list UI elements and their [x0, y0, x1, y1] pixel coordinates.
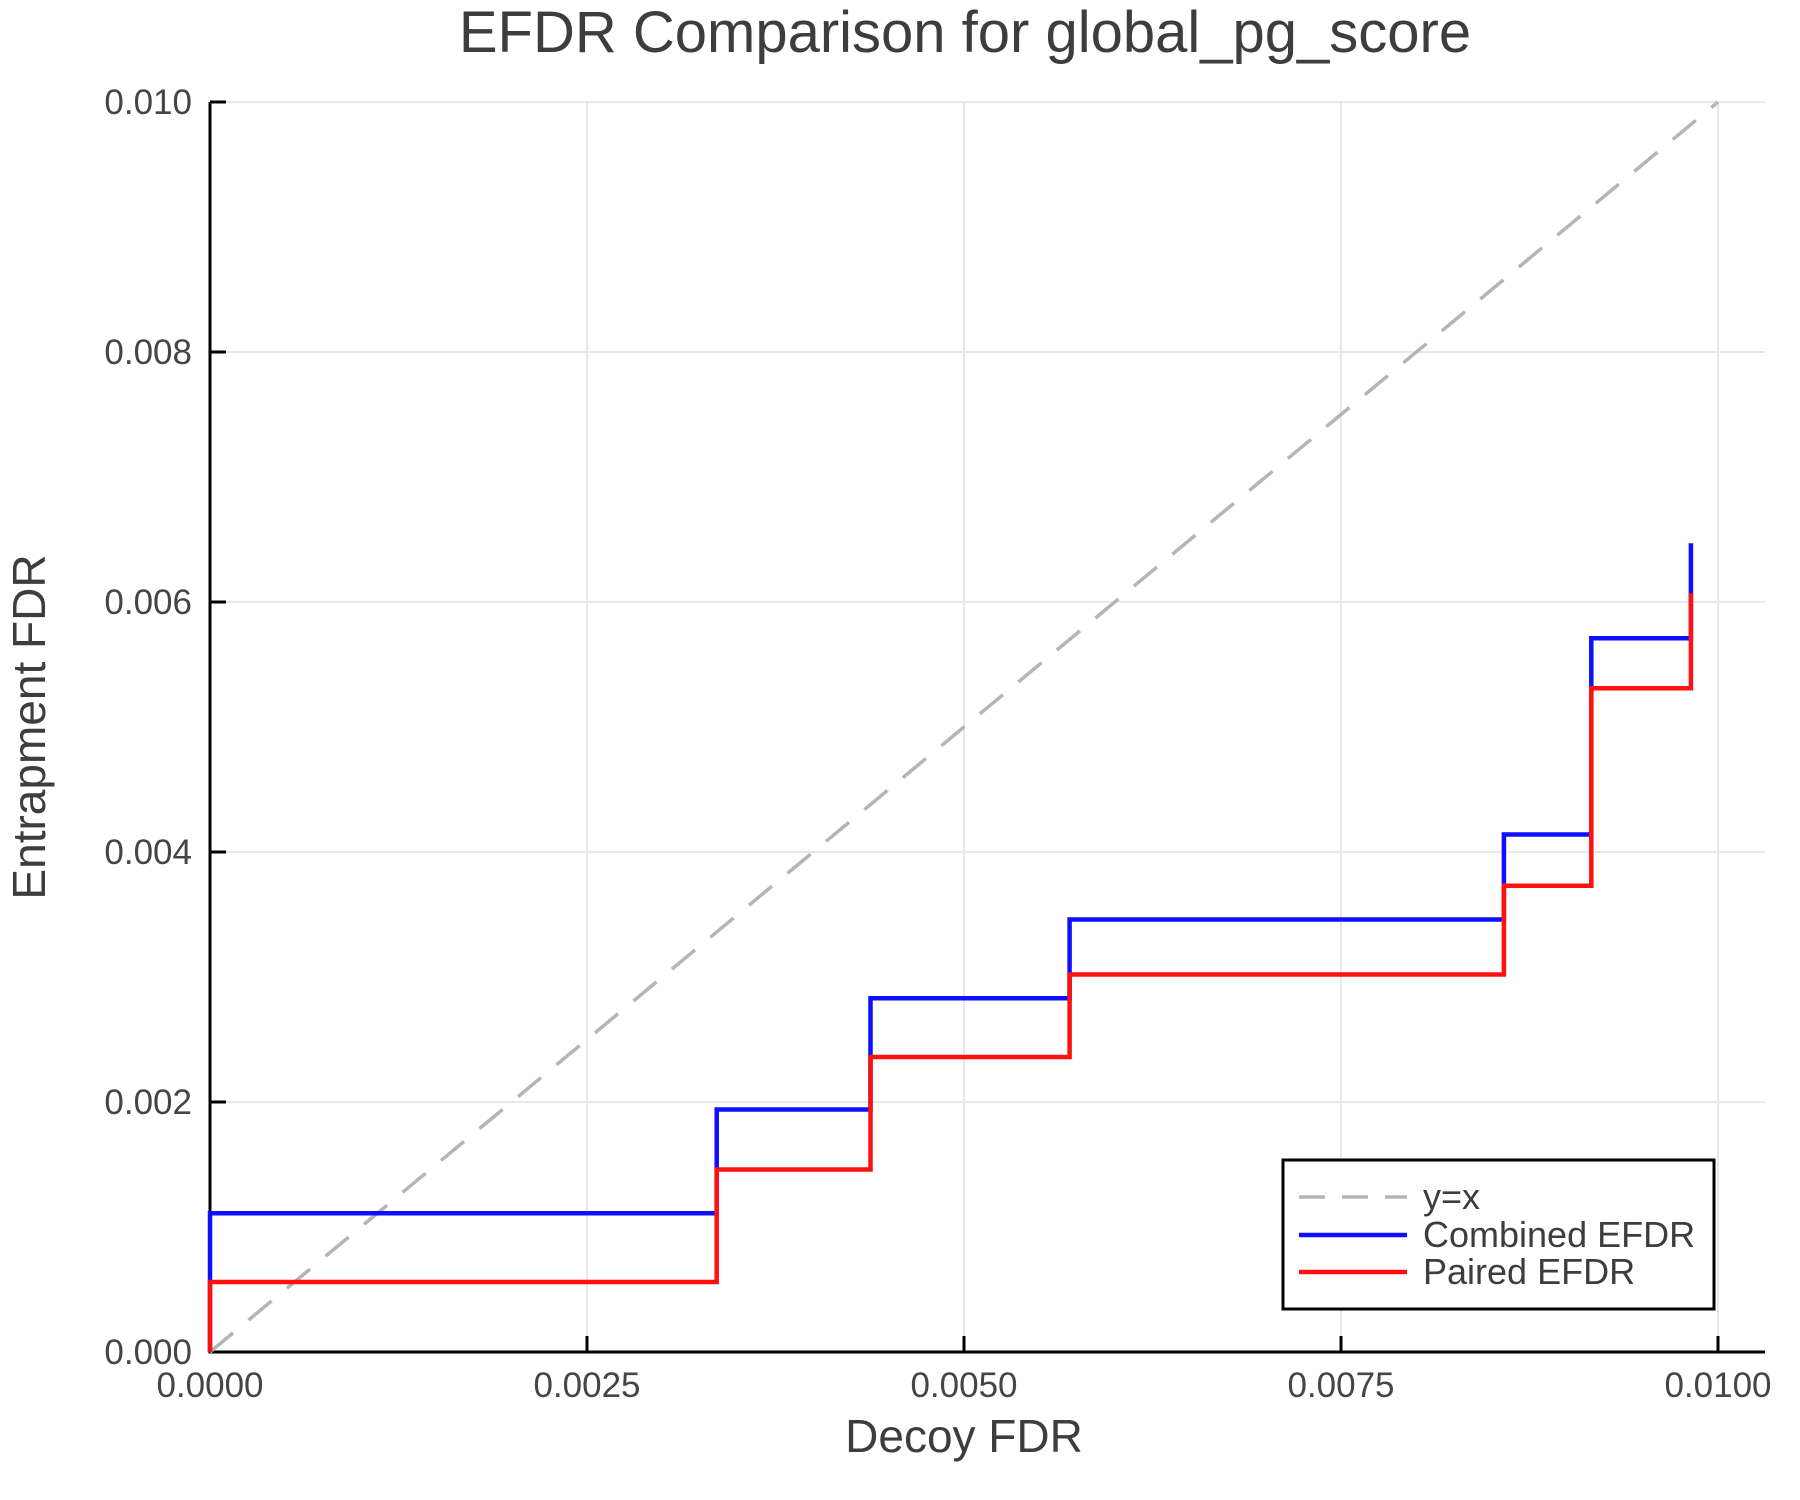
y-axis-label: Entrapment FDR	[3, 554, 55, 899]
x-axis-label: Decoy FDR	[845, 1410, 1083, 1462]
x-tick-label: 0.0000	[156, 1366, 263, 1405]
legend-label-combined-efdr: Combined EFDR	[1423, 1214, 1695, 1255]
y-tick-label: 0.002	[104, 1083, 192, 1122]
series-line-paired-efdr	[207, 593, 1694, 1352]
y-tick-label: 0.000	[104, 1333, 192, 1372]
y-tick-label: 0.004	[104, 833, 192, 872]
series-line-y-x	[208, 100, 1720, 1354]
legend-label-y-equals-x: y=x	[1423, 1176, 1480, 1217]
y-tick-label: 0.010	[104, 83, 192, 122]
x-tick-label: 0.0025	[533, 1366, 640, 1405]
x-tick-label: 0.0100	[1664, 1366, 1771, 1405]
x-tick-label: 0.0075	[1287, 1366, 1394, 1405]
y-tick-label: 0.006	[104, 583, 192, 622]
chart-title: EFDR Comparison for global_pg_score	[459, 0, 1471, 65]
x-tick-label: 0.0050	[910, 1366, 1017, 1405]
legend-label-paired-efdr: Paired EFDR	[1423, 1251, 1635, 1292]
y-tick-label: 0.008	[104, 333, 192, 372]
legend: y=x Combined EFDR Paired EFDR	[1281, 1158, 1716, 1311]
plot-area: 0.0000 0.0025 0.0050 0.0075 0.0100 0.000 0.002…	[104, 83, 1771, 1405]
